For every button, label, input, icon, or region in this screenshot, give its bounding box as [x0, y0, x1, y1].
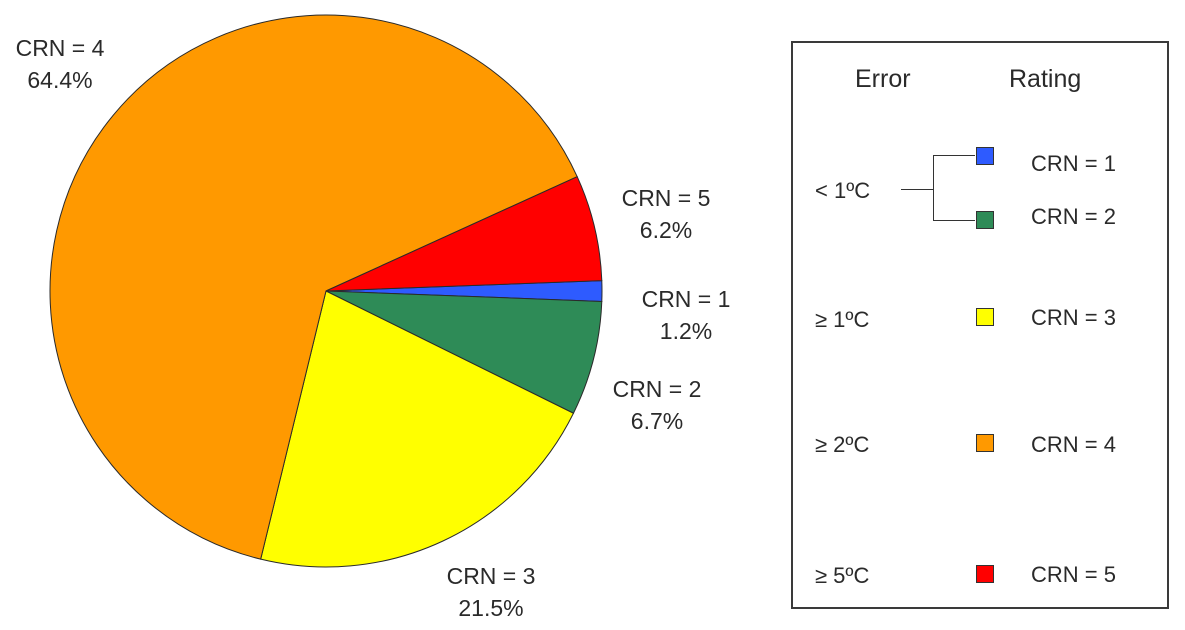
slice-label-percent: 6.7%: [631, 408, 683, 434]
legend-bracket-stem: [901, 189, 933, 190]
slice-label-name: CRN = 4: [16, 35, 105, 61]
slice-label-percent: 6.2%: [640, 217, 692, 243]
pie-labels: CRN = 1 1.2% CRN = 2 6.7% CRN = 3 21.5% CRN = …: [16, 35, 731, 621]
legend-rating-crn2: CRN = 2: [1031, 204, 1116, 229]
slice-label-name: CRN = 3: [447, 563, 536, 589]
legend-swatch-crn1: [976, 147, 994, 165]
slice-label-name: CRN = 1: [642, 286, 731, 312]
pie-slice-crn-3: [260, 290, 575, 568]
slice-label-percent: 21.5%: [458, 595, 523, 621]
legend-rating-crn5: CRN = 5: [1031, 562, 1116, 587]
pie-slice-crn-4: [49, 14, 578, 560]
legend-swatch-crn2: [976, 211, 994, 229]
legend-bracket-bottom: [933, 220, 975, 221]
slice-label-name: CRN = 5: [622, 185, 711, 211]
pie-slices: [49, 14, 603, 568]
slice-label-percent: 64.4%: [27, 67, 92, 93]
legend-swatch-crn5: [976, 565, 994, 583]
legend-error-ge5: ≥ 5ºC: [815, 563, 870, 588]
legend-rating-crn4: CRN = 4: [1031, 432, 1116, 457]
slice-label-percent: 1.2%: [660, 318, 712, 344]
legend-error-lt1: < 1ºC: [815, 178, 871, 203]
legend-bracket-top: [933, 155, 975, 156]
pie-slice-crn-5: [325, 176, 603, 292]
legend-rating-crn1: CRN = 1: [1031, 151, 1116, 176]
legend-swatch-crn4: [976, 434, 994, 452]
slice-label-name: CRN = 2: [613, 376, 702, 402]
legend-box: Error Rating < 1ºC CRN = 1 CRN = 2 ≥ 1ºC…: [791, 41, 1169, 609]
pie-slice-crn-2: [325, 290, 603, 414]
legend-error-ge1: ≥ 1ºC: [815, 307, 870, 332]
legend-bracket-vertical: [933, 155, 934, 220]
legend-error-header: Error: [855, 65, 911, 93]
legend-rating-header: Rating: [1009, 65, 1082, 93]
legend-error-ge2: ≥ 2ºC: [815, 432, 870, 457]
legend-rating-crn3: CRN = 3: [1031, 305, 1116, 330]
legend-swatch-crn3: [976, 308, 994, 326]
